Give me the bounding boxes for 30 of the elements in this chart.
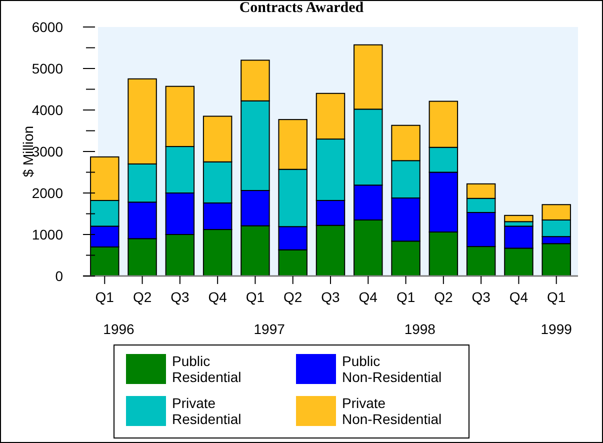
text: 1999 <box>540 321 572 337</box>
chart-title: Contracts Awarded <box>239 0 364 16</box>
x-tick-label: Q1 <box>95 289 114 305</box>
x-tick-label: Q3 <box>472 289 491 305</box>
x-tick-label: Q1 <box>547 289 566 305</box>
y-tick-label: 1000 <box>32 226 64 242</box>
legend-label: Private Non-Residential <box>342 395 442 427</box>
legend-label: Public Non-Residential <box>342 353 442 385</box>
y-tick-label: 2000 <box>32 185 64 201</box>
x-tick-label: Q3 <box>170 289 190 305</box>
text: 1998 <box>404 321 436 337</box>
x-tick-label: Q4 <box>509 289 528 305</box>
y-tick-label: 4000 <box>32 102 64 118</box>
y-tick-label: 0 <box>55 268 64 284</box>
x-tick-label: Q2 <box>434 289 453 305</box>
legend-label: Public Residential <box>172 353 242 385</box>
y-tick-label: 6000 <box>32 19 64 35</box>
x-tick-label: Q2 <box>284 289 302 305</box>
y-tick-label: 3000 <box>32 144 64 160</box>
text: 1996 <box>103 321 135 337</box>
text: 1997 <box>254 321 286 337</box>
x-tick-label: Q1 <box>396 289 416 305</box>
x-tick-label: Q3 <box>321 289 340 305</box>
legend-label: Private Residential <box>172 395 242 427</box>
x-tick-label: Q2 <box>132 289 152 305</box>
y-tick-label: 5000 <box>32 60 64 76</box>
bar <box>504 214 534 222</box>
x-tick-label: Q4 <box>358 289 378 305</box>
x-tick-label: Q1 <box>246 289 265 305</box>
x-tick-label: Q4 <box>208 289 228 305</box>
